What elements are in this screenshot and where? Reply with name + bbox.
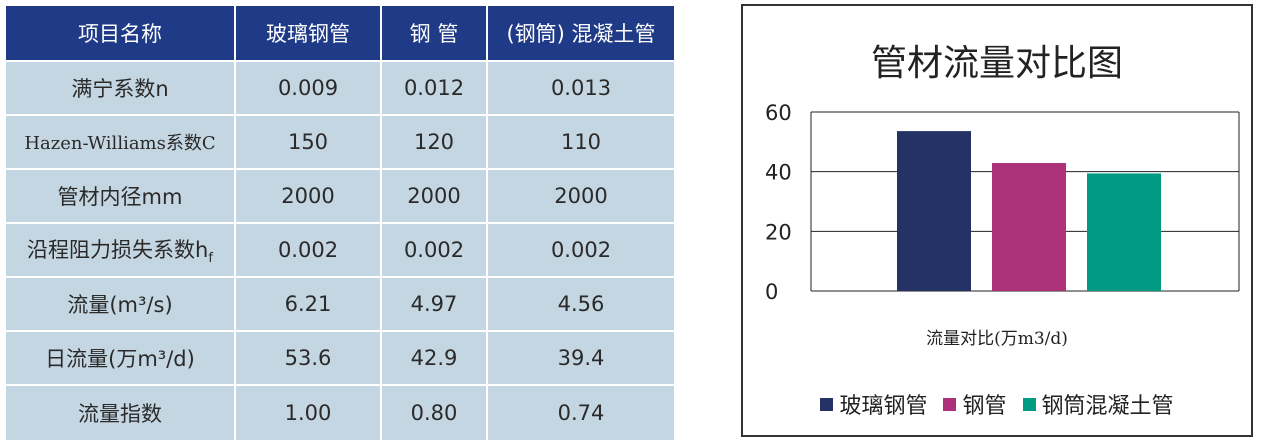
table-row: Hazen-Williams系数C 150 120 110 [4, 114, 676, 170]
header-item-name: 项目名称 [4, 4, 236, 62]
bar-0 [897, 131, 971, 291]
table-cell: 0.002 [486, 222, 676, 278]
table-cell: 1.00 [234, 384, 382, 442]
row-label: Hazen-Williams系数C [4, 114, 236, 170]
bar-2 [1087, 173, 1161, 291]
legend-item: 钢管 [943, 388, 1007, 420]
table-cell: 42.9 [380, 330, 488, 386]
legend-swatch [1022, 397, 1036, 411]
table-cell: 4.97 [380, 276, 488, 332]
chart-x-axis-label: 流量对比(万m3/d) [926, 329, 1068, 349]
row-label: 流量(m³/s) [4, 276, 236, 332]
header-concrete-pipe: (钢筒) 混凝土管 [486, 4, 676, 62]
header-steel-pipe: 钢 管 [380, 4, 488, 62]
y-tick-label: 60 [765, 101, 792, 125]
bar-1 [992, 163, 1066, 291]
chart-plot-area: 0 20 40 60 [765, 101, 1240, 304]
header-frp-pipe: 玻璃钢管 [234, 4, 382, 62]
chart-legend: 玻璃钢管 钢管 钢筒混凝土管 [743, 388, 1251, 420]
table-row: 流量(m³/s) 6.21 4.97 4.56 [4, 276, 676, 332]
table-cell: 2000 [380, 168, 488, 224]
table-cell: 2000 [234, 168, 382, 224]
table-cell: 120 [380, 114, 488, 170]
y-tick-label: 0 [765, 280, 778, 304]
y-tick-label: 20 [765, 220, 792, 244]
table-cell: 2000 [486, 168, 676, 224]
legend-swatch [943, 397, 957, 411]
table-row: 沿程阻力损失系数hf 0.002 0.002 0.002 [4, 222, 676, 278]
legend-label: 钢管 [962, 394, 1007, 419]
table-row: 满宁系数n 0.009 0.012 0.013 [4, 60, 676, 116]
table-cell: 6.21 [234, 276, 382, 332]
table-cell: 53.6 [234, 330, 382, 386]
row-label: 日流量(万m³/d) [4, 330, 236, 386]
table-cell: 39.4 [486, 330, 676, 386]
legend-item: 玻璃钢管 [820, 388, 927, 420]
pipe-spec-table: 项目名称 玻璃钢管 钢 管 (钢筒) 混凝土管 满宁系数n 0.009 0.01… [4, 4, 676, 442]
table-cell: 0.012 [380, 60, 488, 116]
table-cell: 150 [234, 114, 382, 170]
table-cell: 0.80 [380, 384, 488, 442]
legend-item: 钢筒混凝土管 [1022, 388, 1174, 420]
legend-label: 钢筒混凝土管 [1041, 394, 1174, 419]
legend-swatch [820, 397, 834, 411]
row-label: 管材内径mm [4, 168, 236, 224]
flow-comparison-chart: 管材流量对比图 0 20 40 60 流量对比(万m3/d) 玻璃钢管 钢管 钢筒混凝土管 [741, 4, 1253, 437]
table-cell: 110 [486, 114, 676, 170]
table-cell: 0.002 [380, 222, 488, 278]
table-cell: 0.013 [486, 60, 676, 116]
table-row: 管材内径mm 2000 2000 2000 [4, 168, 676, 224]
table-cell: 0.74 [486, 384, 676, 442]
table-header-row: 项目名称 玻璃钢管 钢 管 (钢筒) 混凝土管 [4, 4, 676, 62]
legend-label: 玻璃钢管 [839, 394, 928, 419]
table-cell: 0.002 [234, 222, 382, 278]
subscript-f: f [208, 251, 213, 267]
table-cell: 0.009 [234, 60, 382, 116]
row-label: 流量指数 [4, 384, 236, 442]
table-row: 日流量(万m³/d) 53.6 42.9 39.4 [4, 330, 676, 386]
row-label: 沿程阻力损失系数hf [4, 222, 236, 278]
row-label: 满宁系数n [4, 60, 236, 116]
table-cell: 4.56 [486, 276, 676, 332]
chart-title: 管材流量对比图 [870, 43, 1123, 84]
y-tick-label: 40 [765, 161, 792, 185]
table-row: 流量指数 1.00 0.80 0.74 [4, 384, 676, 442]
